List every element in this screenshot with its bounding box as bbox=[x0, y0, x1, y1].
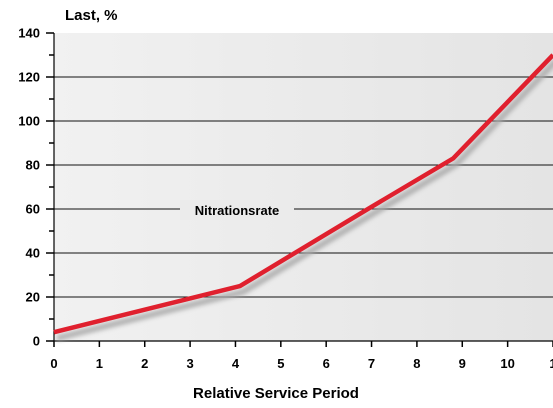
annotation-group: Nitrationsrate bbox=[180, 200, 294, 220]
y-tick-labels: 0 20 40 60 80 100 120 140 bbox=[18, 26, 40, 349]
x-tick-label: 8 bbox=[413, 356, 420, 371]
x-tick-label: 10 bbox=[500, 356, 514, 371]
x-tick-label: 7 bbox=[368, 356, 375, 371]
grid-lines bbox=[54, 76, 553, 298]
series-shadow bbox=[56, 59, 553, 342]
x-tick-label: 1 bbox=[96, 356, 103, 371]
x-tick-label: 0 bbox=[50, 356, 57, 371]
x-tick-label: 3 bbox=[186, 356, 193, 371]
y-tick-label: 60 bbox=[26, 202, 40, 217]
annotation-label: Nitrationsrate bbox=[195, 203, 280, 218]
x-tick-label: 1 bbox=[549, 356, 553, 371]
x-tick-label: 9 bbox=[459, 356, 466, 371]
annotation-background bbox=[180, 200, 294, 220]
series-layer bbox=[53, 53, 553, 342]
minor-ticks bbox=[46, 32, 553, 347]
y-axis-title: Last, % bbox=[65, 7, 118, 24]
plot-background bbox=[54, 33, 553, 341]
y-tick-label: 80 bbox=[26, 158, 40, 173]
x-tick-label: 6 bbox=[323, 356, 330, 371]
x-tick-label: 4 bbox=[232, 356, 240, 371]
y-tick-label: 40 bbox=[26, 246, 40, 261]
y-tick-label: 120 bbox=[18, 70, 40, 85]
y-tick-label: 140 bbox=[18, 26, 40, 41]
y-tick-label: 0 bbox=[33, 334, 40, 349]
x-tick-label: 2 bbox=[141, 356, 148, 371]
y-tick-label: 100 bbox=[18, 114, 40, 129]
x-axis-title: Relative Service Period bbox=[193, 385, 359, 402]
y-tick-label: 20 bbox=[26, 290, 40, 305]
x-tick-label: 5 bbox=[277, 356, 284, 371]
x-tick-labels: 0 1 2 3 4 5 6 7 8 9 10 1 bbox=[50, 356, 553, 371]
